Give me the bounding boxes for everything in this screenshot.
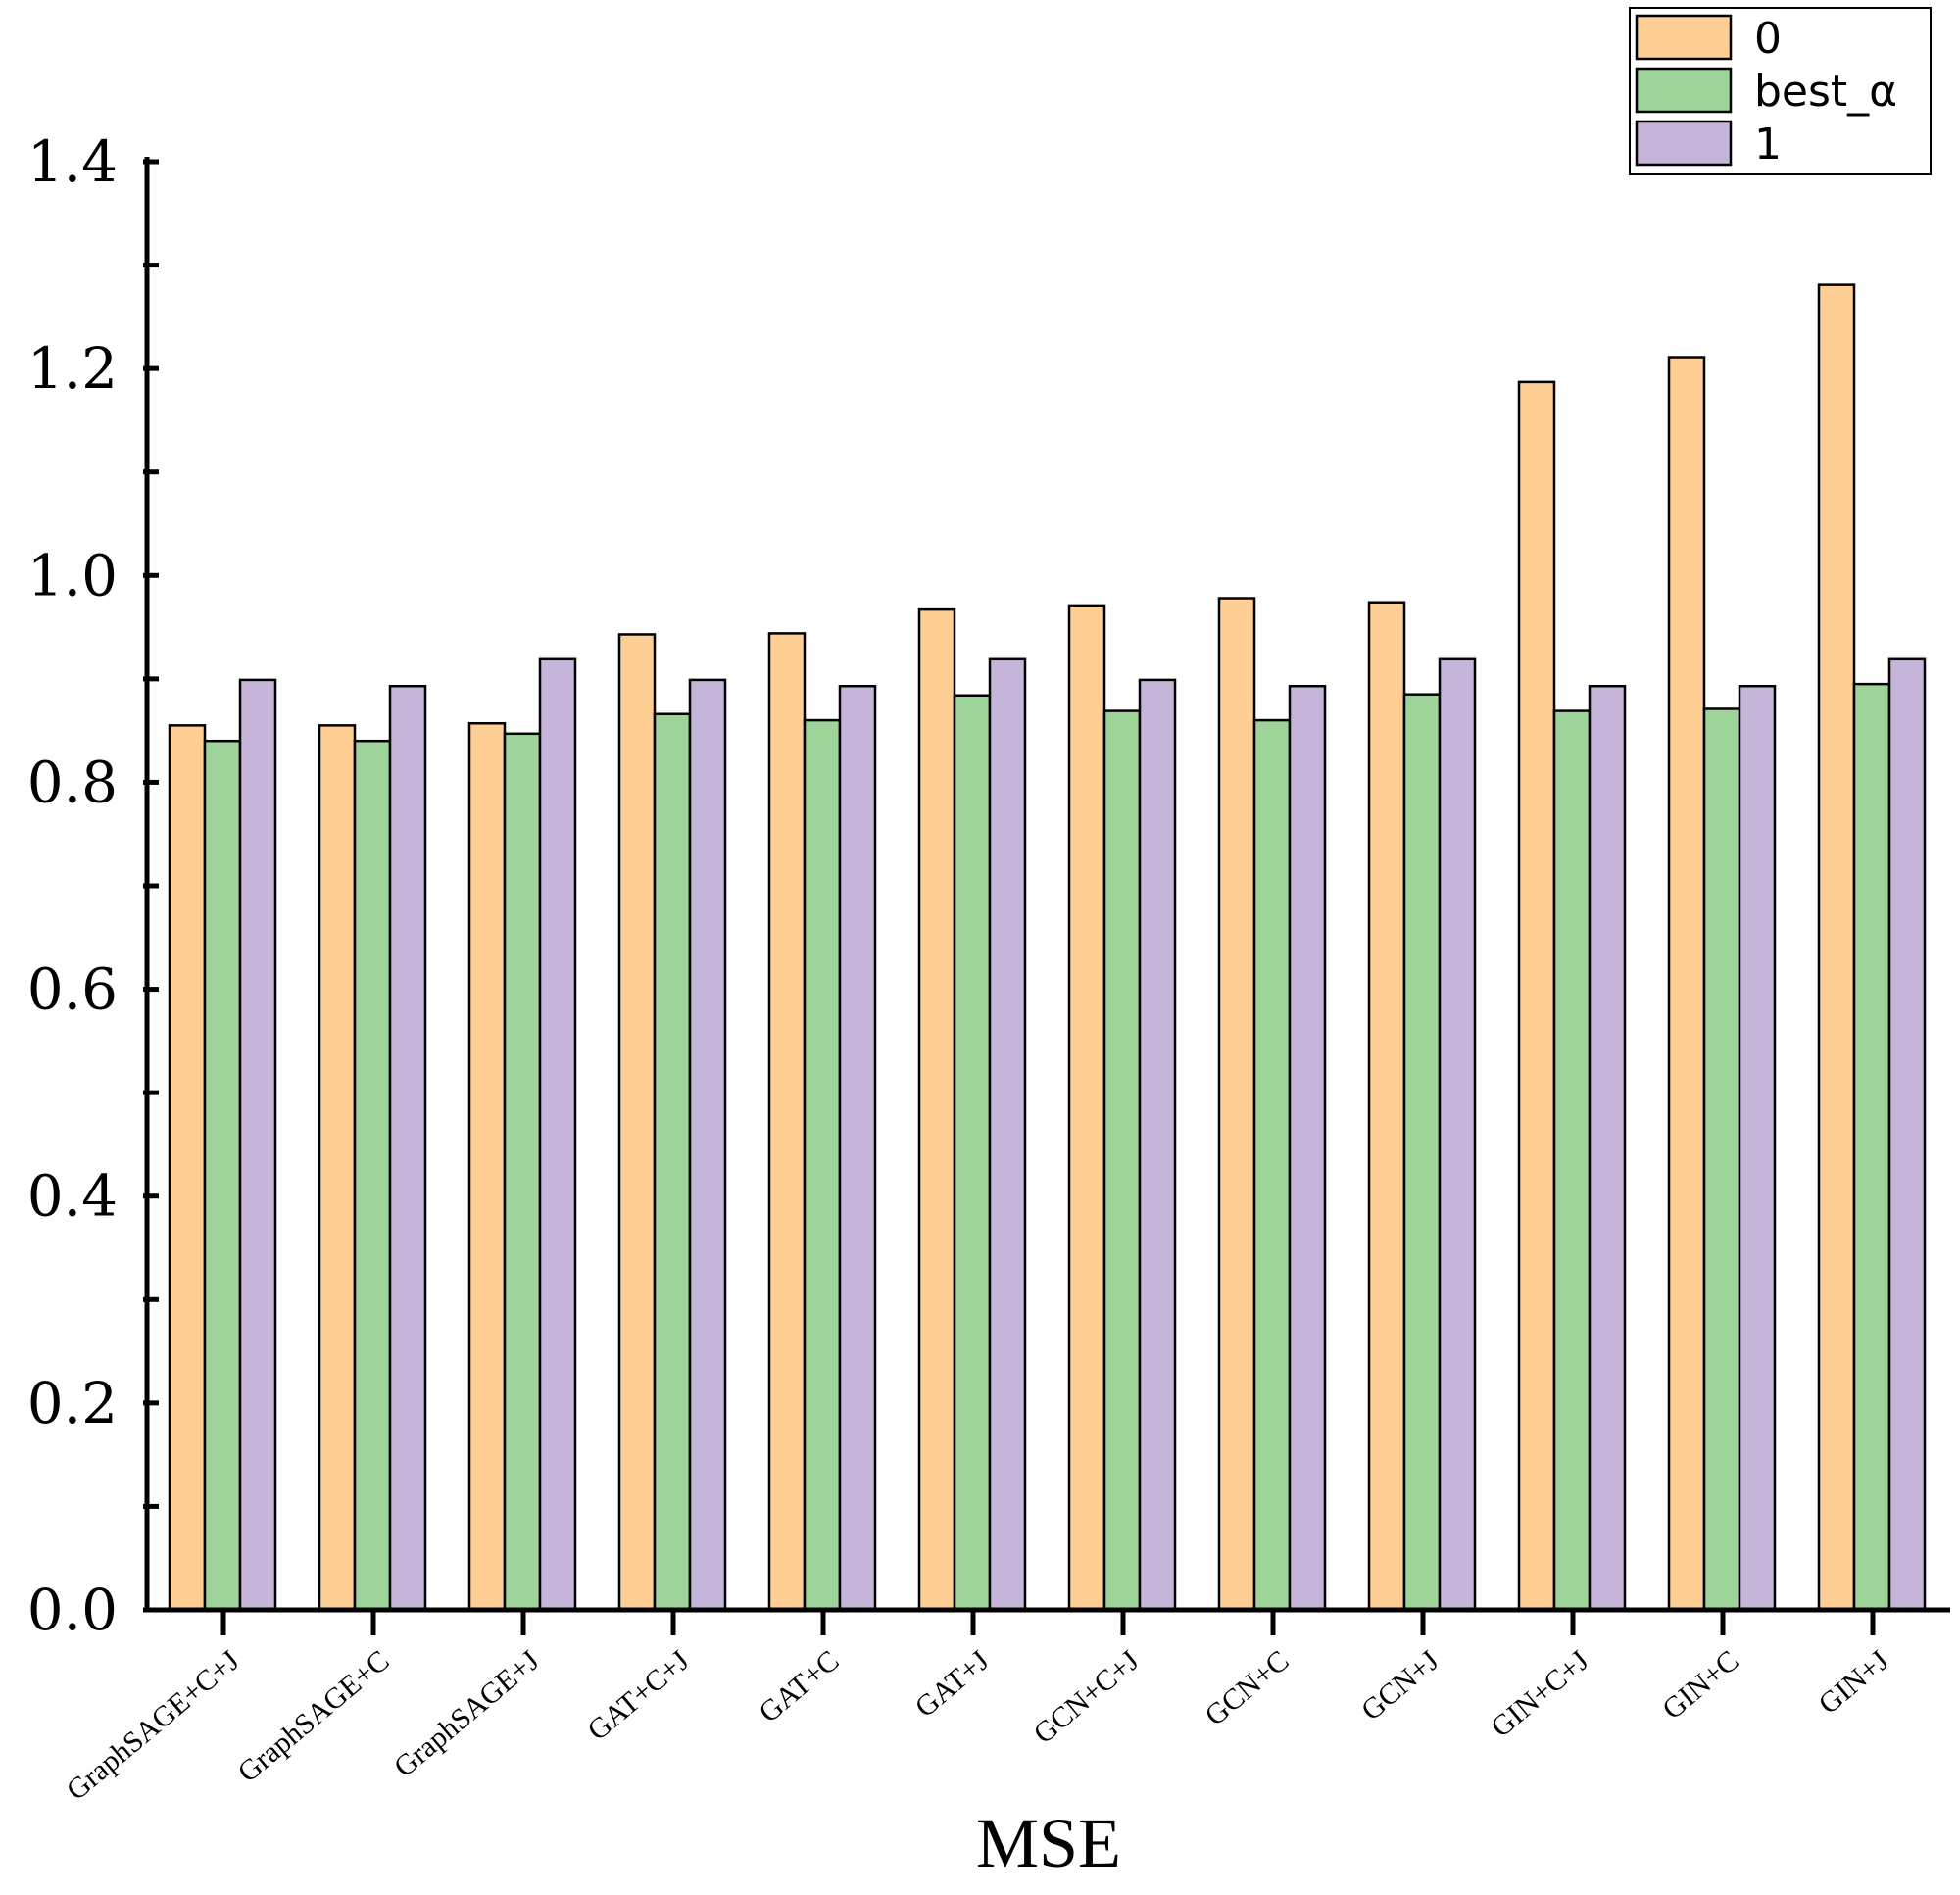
y-tick-label: 0.4 (27, 1163, 118, 1230)
bar (168, 724, 207, 1612)
x-tick-label: GCN+J (1355, 1644, 1446, 1727)
legend-swatch (1635, 14, 1733, 61)
bar (388, 684, 427, 1612)
x-tick-label: GAT+C (753, 1644, 845, 1729)
x-tick-label: GraphSAGE+C+J (61, 1644, 246, 1807)
y-tick-label: 0.8 (27, 749, 118, 815)
x-tick-label: GAT+J (909, 1644, 996, 1724)
bar (1887, 657, 1927, 1612)
y-tick-label: 1.0 (27, 542, 118, 608)
bar (767, 632, 807, 1612)
bar (1702, 707, 1741, 1612)
bar (1588, 684, 1627, 1612)
bar (1067, 604, 1106, 1612)
bar (1738, 684, 1777, 1612)
x-tick-label: GraphSAGE+J (388, 1644, 546, 1783)
x-tick-label: GAT+C+J (581, 1644, 695, 1747)
bar (1102, 709, 1142, 1612)
x-tick-label: GraphSAGE+C (232, 1644, 396, 1789)
bar (617, 633, 657, 1612)
y-tick-label: 1.4 (27, 128, 118, 195)
bar (1217, 597, 1256, 1612)
bar (1852, 682, 1891, 1612)
bars (168, 283, 1927, 1612)
legend-label: best_α (1754, 67, 1897, 117)
bar (538, 657, 577, 1612)
y-axis-ticks: 0.0 0.2 0.4 0.6 0.8 1.0 1.2 1.4 (27, 128, 159, 1643)
bar (238, 678, 277, 1612)
legend-label: 1 (1754, 120, 1782, 170)
bar (1438, 657, 1477, 1612)
legend-swatch (1635, 67, 1733, 114)
bar (1517, 380, 1556, 1612)
y-tick-label: 0.2 (27, 1370, 118, 1436)
y-tick-label: 0.6 (27, 956, 118, 1023)
bar (1402, 693, 1442, 1612)
bar (653, 712, 692, 1612)
x-axis-title: MSE (976, 1804, 1121, 1882)
x-tick-label: GIN+J (1813, 1644, 1895, 1721)
bar (503, 732, 542, 1612)
legend-label: 0 (1754, 14, 1782, 64)
x-tick-label: GCN+C+J (1028, 1644, 1146, 1750)
bar (1552, 709, 1592, 1612)
bar (917, 607, 956, 1612)
x-tick-label: GIN+C+J (1485, 1644, 1595, 1744)
bar (953, 694, 992, 1612)
bar (688, 678, 727, 1612)
bar (1667, 356, 1706, 1612)
x-tick-label: GIN+C (1656, 1644, 1744, 1725)
bar (1138, 678, 1177, 1612)
y-tick-label: 0.0 (27, 1577, 118, 1643)
bar (1367, 601, 1406, 1612)
bar (803, 718, 842, 1612)
bar (988, 657, 1027, 1612)
legend-swatch (1635, 120, 1733, 167)
bar (203, 739, 242, 1612)
bar (353, 739, 392, 1612)
bar (1288, 684, 1327, 1612)
bar (1817, 283, 1856, 1612)
bar (1252, 718, 1292, 1612)
y-tick-label: 1.2 (27, 335, 118, 402)
x-tick-label: GCN+C (1199, 1644, 1295, 1732)
bar (318, 724, 357, 1612)
bar (838, 684, 877, 1612)
bar (467, 722, 507, 1612)
